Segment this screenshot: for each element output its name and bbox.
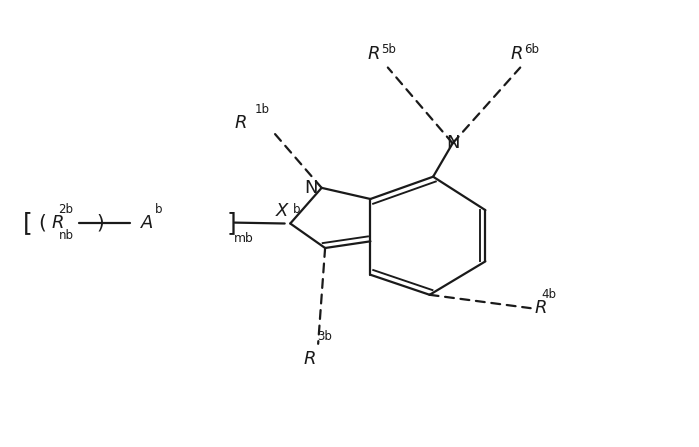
Text: b: b: [294, 202, 301, 215]
Text: 5b: 5b: [381, 43, 396, 56]
Text: R: R: [510, 45, 523, 63]
Text: b: b: [154, 203, 162, 216]
Text: R: R: [534, 299, 547, 317]
Text: ): ): [96, 213, 104, 232]
Text: R: R: [303, 350, 316, 368]
Text: 4b: 4b: [541, 288, 556, 301]
Text: R: R: [51, 214, 64, 232]
Text: mb: mb: [234, 232, 254, 245]
Text: X: X: [276, 202, 288, 219]
Text: R: R: [235, 114, 247, 132]
Text: R: R: [368, 45, 380, 63]
Text: ]: ]: [226, 211, 236, 235]
Text: 1b: 1b: [254, 103, 269, 116]
Text: nb: nb: [59, 229, 73, 242]
Text: 2b: 2b: [59, 203, 73, 216]
Text: 6b: 6b: [524, 43, 539, 56]
Text: N: N: [446, 134, 459, 152]
Text: 3b: 3b: [317, 330, 332, 343]
Text: [: [: [22, 211, 32, 235]
Text: N: N: [304, 179, 317, 197]
Text: A: A: [141, 214, 154, 232]
Text: (: (: [38, 213, 45, 232]
